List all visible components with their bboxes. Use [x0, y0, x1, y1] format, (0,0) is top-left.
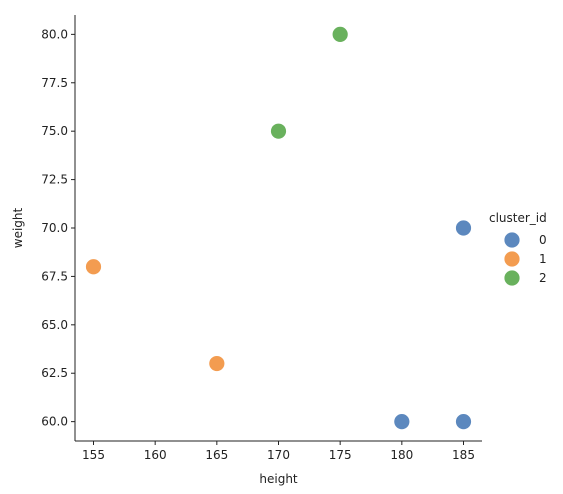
y-tick-label: 75.0 [41, 124, 68, 138]
y-tick-label: 65.0 [41, 318, 68, 332]
ticks: 155 160 165 170 175 180 185 60.0 62.5 65.0 67.5 70.… [41, 27, 475, 462]
y-tick-label: 70.0 [41, 221, 68, 235]
legend-label-cluster-1: 1 [539, 252, 547, 266]
y-tick-label: 80.0 [41, 27, 68, 41]
legend-label-cluster-2: 2 [539, 271, 547, 285]
y-tick-label: 77.5 [41, 76, 68, 90]
legend-marker-cluster-1 [503, 250, 521, 268]
data-point-cluster-2 [331, 25, 349, 43]
x-tick-label: 180 [390, 448, 413, 462]
data-point-cluster-0 [393, 413, 411, 431]
y-tick-label: 62.5 [41, 366, 68, 380]
x-tick-label: 155 [82, 448, 105, 462]
y-axis-label: weight [11, 207, 25, 248]
axes [74, 15, 482, 442]
y-tick-label: 72.5 [41, 173, 68, 187]
legend-title: cluster_id [489, 211, 547, 225]
data-point-cluster-1 [208, 355, 226, 372]
data-point-cluster-0 [455, 413, 472, 431]
x-tick-label: 165 [205, 448, 228, 462]
data-points [85, 25, 472, 431]
data-point-cluster-1 [85, 258, 102, 276]
x-tick-label: 175 [329, 448, 352, 462]
x-tick-label: 170 [267, 448, 290, 462]
x-tick-label: 185 [452, 448, 475, 462]
legend-marker-cluster-2 [503, 269, 521, 287]
y-tick-label: 67.5 [41, 269, 68, 283]
y-tick-label: 60.0 [41, 415, 68, 429]
legend-marker-cluster-0 [503, 231, 521, 249]
data-point-cluster-0 [455, 219, 472, 237]
data-point-cluster-2 [270, 122, 287, 140]
legend: cluster_id 0 1 2 [489, 211, 547, 287]
x-tick-label: 160 [144, 448, 167, 462]
x-axis-label: height [259, 472, 298, 486]
legend-label-cluster-0: 0 [539, 233, 547, 247]
